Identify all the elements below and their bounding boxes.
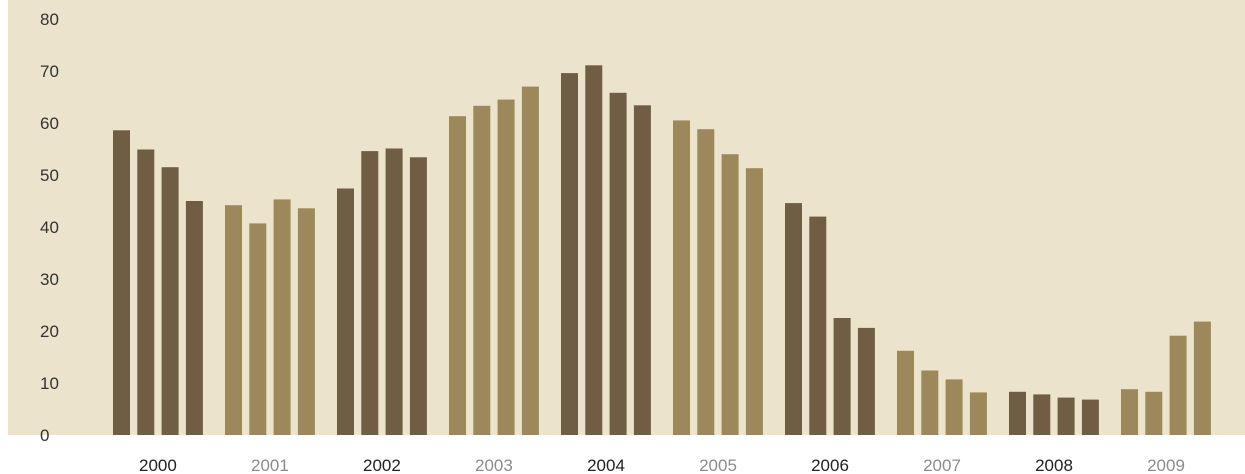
bar-2006-1 <box>785 203 802 435</box>
bar-2007-3 <box>945 379 963 435</box>
bar-2002-2 <box>361 151 379 435</box>
x-tick-label-2009: 2009 <box>1147 456 1185 474</box>
bar-2002-4 <box>409 157 427 436</box>
bar-2007-1 <box>897 350 914 435</box>
y-tick-label: 80 <box>40 10 59 29</box>
bar-2005-1 <box>673 120 690 436</box>
bar-2009-3 <box>1169 335 1187 435</box>
x-tick-label-2002: 2002 <box>363 456 401 474</box>
x-tick-label-2001: 2001 <box>251 456 289 474</box>
bar-2000-3 <box>161 167 179 435</box>
bar-2007-4 <box>969 392 987 435</box>
bar-2004-3 <box>609 92 627 436</box>
x-tick-label-2006: 2006 <box>811 456 849 474</box>
bar-2001-3 <box>273 199 291 435</box>
bar-2000-2 <box>137 149 155 435</box>
bar-2005-2 <box>697 129 715 435</box>
x-tick-label-2004: 2004 <box>587 456 625 474</box>
y-tick-label: 70 <box>40 62 59 81</box>
y-tick-label: 40 <box>40 218 59 237</box>
x-tick-label-2000: 2000 <box>139 456 177 474</box>
bar-2004-2 <box>585 65 603 436</box>
bar-2003-2 <box>473 105 491 436</box>
bar-2003-4 <box>521 86 539 435</box>
bar-2009-2 <box>1145 391 1163 435</box>
bar-2002-3 <box>385 148 403 435</box>
bar-2005-4 <box>745 168 763 435</box>
bar-2004-1 <box>561 73 578 435</box>
y-axis: 0 10 20 30 40 50 60 70 80 <box>40 10 59 445</box>
x-tick-label-2007: 2007 <box>923 456 961 474</box>
y-tick-label: 10 <box>40 374 59 393</box>
bar-2001-1 <box>225 205 242 435</box>
bar-2008-4 <box>1081 399 1099 435</box>
bar-2009-1 <box>1121 389 1138 435</box>
x-tick-label-2003: 2003 <box>475 456 513 474</box>
bar-2000-1 <box>113 130 130 436</box>
x-tick-label-2008: 2008 <box>1035 456 1073 474</box>
x-tick-label-2005: 2005 <box>699 456 737 474</box>
bar-2000-4 <box>185 201 203 435</box>
bar-2007-2 <box>921 370 939 435</box>
bar-2001-4 <box>297 208 315 435</box>
bar-2003-3 <box>497 99 515 435</box>
bar-2003-1 <box>449 116 466 435</box>
bars <box>113 65 1211 436</box>
y-tick-label: 60 <box>40 114 59 133</box>
y-tick-label: 0 <box>40 426 49 445</box>
bar-2005-3 <box>721 154 739 435</box>
bar-2004-4 <box>633 105 651 436</box>
y-tick-label: 30 <box>40 270 59 289</box>
bar-2008-3 <box>1057 397 1075 435</box>
bar-2006-2 <box>809 216 827 435</box>
bar-2008-1 <box>1009 391 1026 435</box>
bar-2001-2 <box>249 223 267 435</box>
bar-2006-4 <box>857 327 875 435</box>
bar-2006-3 <box>833 318 851 435</box>
bar-2002-1 <box>337 188 354 435</box>
y-tick-label: 20 <box>40 322 59 341</box>
bar-2008-2 <box>1033 394 1051 435</box>
bar-2009-4 <box>1193 321 1211 435</box>
y-tick-label: 50 <box>40 166 59 185</box>
x-axis: 2000 2001 2002 2003 2004 2005 2006 2007 2008 2009 <box>139 456 1185 474</box>
